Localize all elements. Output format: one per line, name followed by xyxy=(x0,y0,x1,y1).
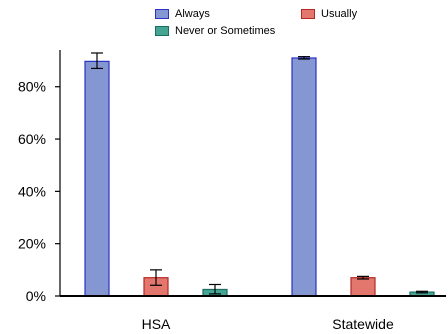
y-tick-label: 60% xyxy=(18,131,46,147)
legend-label-usually: Usually xyxy=(321,8,358,20)
y-tick-label: 40% xyxy=(18,183,46,199)
y-tick-label: 0% xyxy=(26,288,46,304)
legend-item-always: Always xyxy=(155,8,210,20)
x-tick-label: Statewide xyxy=(332,316,394,332)
x-tick-label: HSA xyxy=(142,316,171,332)
y-tick-label: 20% xyxy=(18,236,46,252)
legend-label-always: Always xyxy=(175,8,210,20)
legend-swatch-never-or-sometimes xyxy=(155,26,169,36)
bar-statewide-usually xyxy=(350,277,376,297)
legend-swatch-usually xyxy=(301,9,315,19)
legend-item-usually: Usually xyxy=(301,8,357,20)
bar-statewide-always xyxy=(291,57,317,297)
legend-swatch-always xyxy=(155,9,169,19)
legend-item-never-or-sometimes: Never or Sometimes xyxy=(155,25,275,37)
y-tick-label: 80% xyxy=(18,79,46,95)
legend-label-never-or-sometimes: Never or Sometimes xyxy=(175,25,276,37)
bar-hsa-always xyxy=(84,60,110,297)
